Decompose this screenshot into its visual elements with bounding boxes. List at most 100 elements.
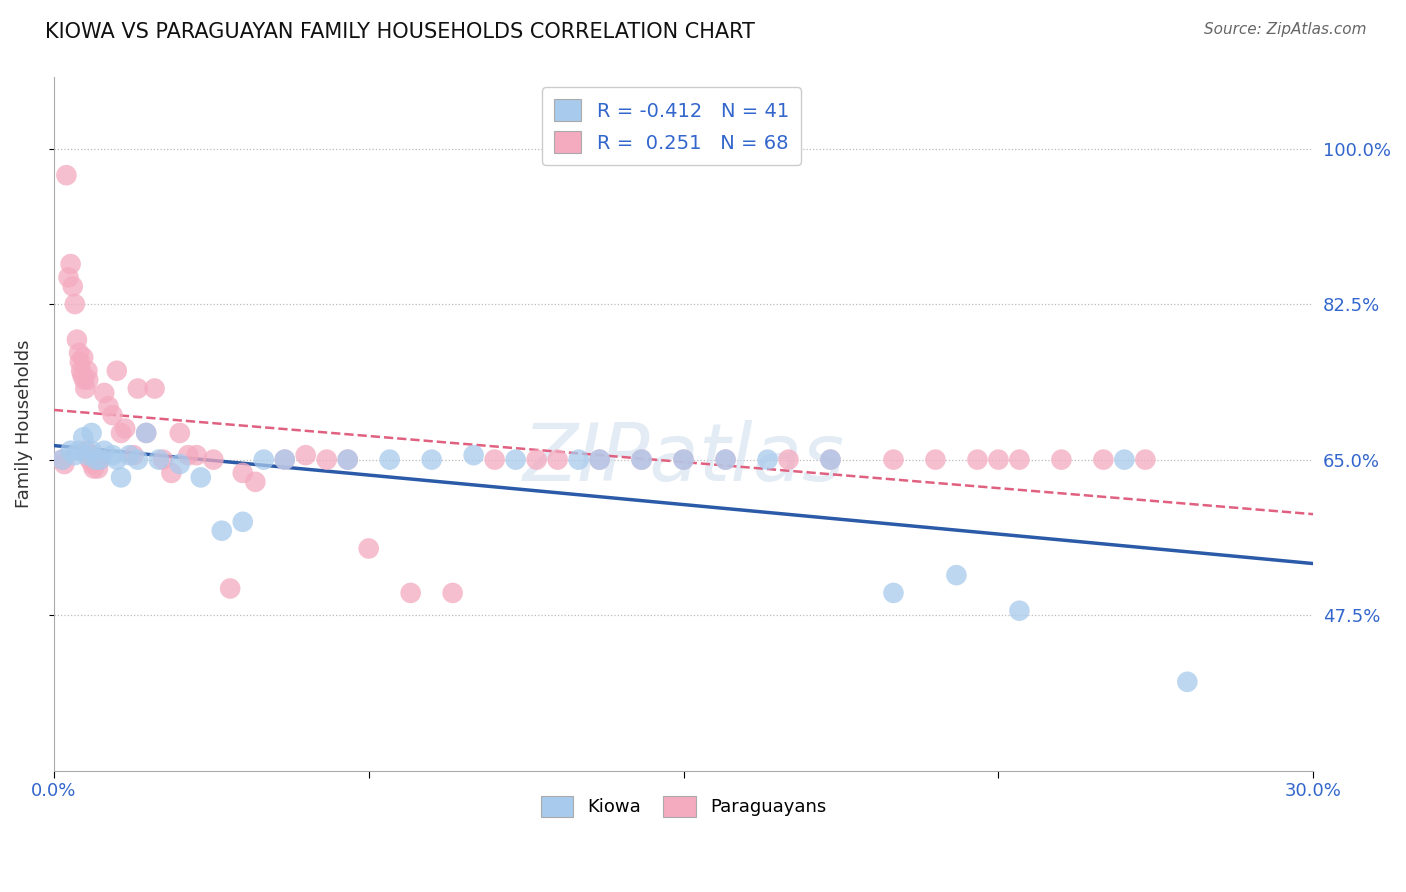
Point	[1114, 452, 1136, 467]
Point	[101, 408, 124, 422]
Point	[67, 346, 90, 360]
Point	[756, 452, 779, 467]
Point	[1008, 452, 1031, 467]
Point	[122, 448, 145, 462]
Point	[143, 382, 166, 396]
Point	[63, 448, 86, 462]
Point	[463, 448, 485, 462]
Point	[399, 586, 422, 600]
Point	[93, 443, 115, 458]
Point	[135, 425, 157, 440]
Point	[336, 452, 359, 467]
Point	[127, 382, 149, 396]
Point	[82, 457, 104, 471]
Point	[882, 452, 904, 467]
Point	[66, 333, 89, 347]
Point	[778, 452, 800, 467]
Point	[630, 452, 652, 467]
Point	[274, 452, 297, 467]
Point	[1050, 452, 1073, 467]
Point	[93, 386, 115, 401]
Point	[72, 351, 94, 365]
Point	[588, 452, 610, 467]
Point	[186, 448, 208, 462]
Point	[420, 452, 443, 467]
Point	[274, 452, 297, 467]
Point	[357, 541, 380, 556]
Point	[75, 382, 97, 396]
Point	[58, 270, 80, 285]
Legend: Kiowa, Paraguayans: Kiowa, Paraguayans	[533, 789, 834, 824]
Point	[97, 399, 120, 413]
Point	[160, 466, 183, 480]
Point	[672, 452, 695, 467]
Point	[114, 421, 136, 435]
Point	[80, 443, 103, 458]
Point	[484, 452, 506, 467]
Point	[89, 452, 111, 467]
Point	[945, 568, 967, 582]
Point	[62, 279, 84, 293]
Point	[630, 452, 652, 467]
Point	[232, 515, 254, 529]
Point	[190, 470, 212, 484]
Point	[169, 425, 191, 440]
Point	[966, 452, 988, 467]
Point	[714, 452, 737, 467]
Text: Source: ZipAtlas.com: Source: ZipAtlas.com	[1204, 22, 1367, 37]
Point	[72, 430, 94, 444]
Point	[378, 452, 401, 467]
Point	[1135, 452, 1157, 467]
Point	[59, 257, 82, 271]
Point	[127, 452, 149, 467]
Point	[1092, 452, 1115, 467]
Point	[245, 475, 267, 489]
Point	[79, 452, 101, 467]
Point	[110, 470, 132, 484]
Point	[84, 452, 107, 467]
Point	[294, 448, 316, 462]
Text: KIOWA VS PARAGUAYAN FAMILY HOUSEHOLDS CORRELATION CHART: KIOWA VS PARAGUAYAN FAMILY HOUSEHOLDS CO…	[45, 22, 755, 42]
Point	[547, 452, 569, 467]
Point	[87, 461, 110, 475]
Point	[336, 452, 359, 467]
Point	[202, 452, 225, 467]
Y-axis label: Family Households: Family Households	[15, 340, 32, 508]
Point	[105, 452, 128, 467]
Point	[72, 368, 94, 383]
Point	[672, 452, 695, 467]
Point	[77, 373, 100, 387]
Point	[51, 452, 73, 467]
Point	[505, 452, 527, 467]
Point	[76, 448, 98, 462]
Point	[70, 364, 93, 378]
Point	[53, 457, 76, 471]
Point	[441, 586, 464, 600]
Point	[55, 168, 77, 182]
Point	[63, 297, 86, 311]
Point	[1175, 674, 1198, 689]
Point	[211, 524, 233, 538]
Point	[987, 452, 1010, 467]
Point	[924, 452, 946, 467]
Point	[526, 452, 548, 467]
Point	[101, 448, 124, 462]
Point	[135, 425, 157, 440]
Point	[105, 364, 128, 378]
Point	[820, 452, 842, 467]
Point	[51, 452, 73, 467]
Point	[152, 452, 174, 467]
Point	[714, 452, 737, 467]
Point	[568, 452, 591, 467]
Point	[148, 452, 170, 467]
Point	[253, 452, 276, 467]
Point	[84, 452, 107, 467]
Point	[882, 586, 904, 600]
Point	[118, 448, 141, 462]
Point	[169, 457, 191, 471]
Point	[232, 466, 254, 480]
Point	[1008, 604, 1031, 618]
Point	[59, 443, 82, 458]
Point	[80, 448, 103, 462]
Point	[820, 452, 842, 467]
